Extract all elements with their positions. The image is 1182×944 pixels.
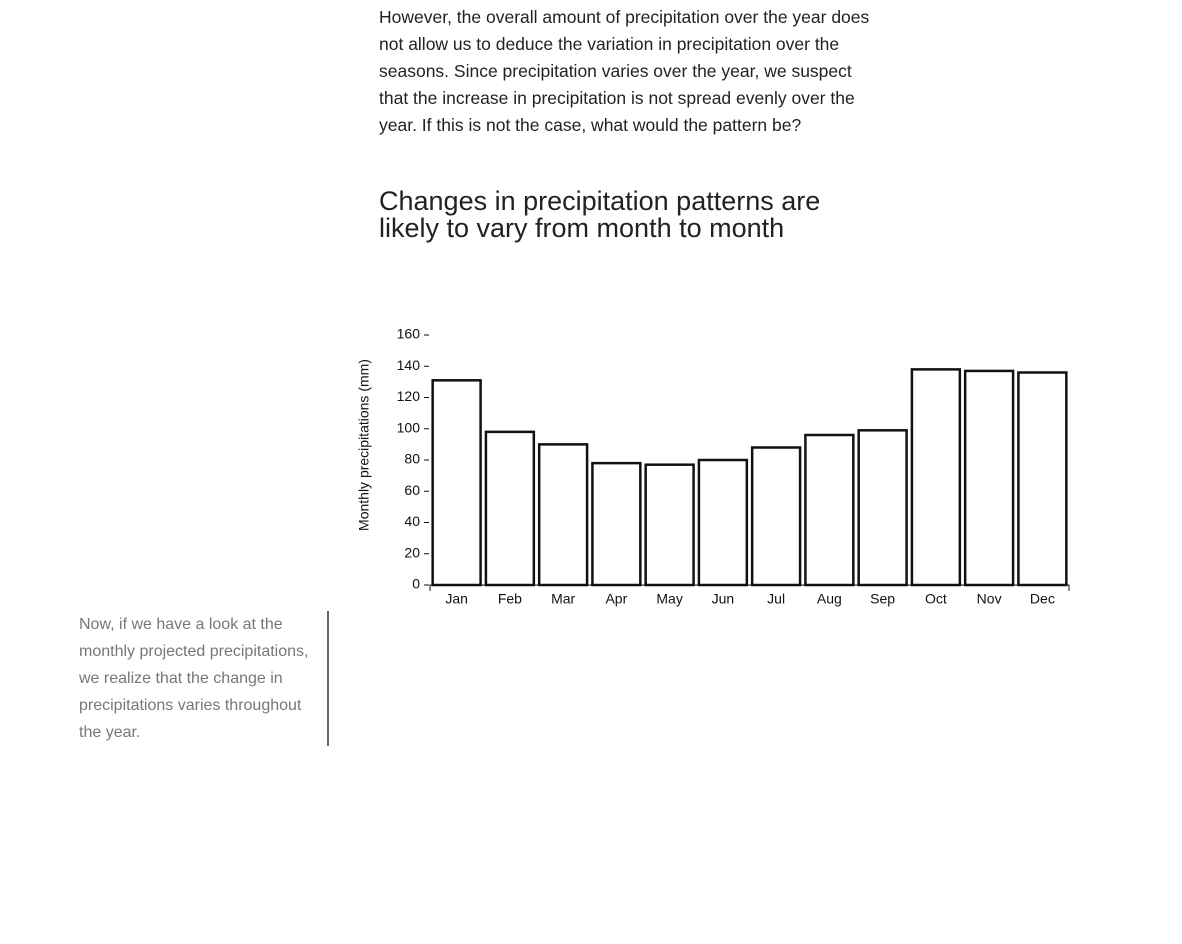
y-axis-label: Monthly precipitations (mm) [356, 359, 372, 531]
bar [484, 430, 536, 587]
x-tick-label: Oct [925, 591, 947, 607]
bar [1017, 371, 1068, 587]
bar [804, 433, 855, 587]
y-tick-label: 140 [397, 357, 421, 373]
x-tick-label: Dec [1030, 591, 1055, 607]
x-tick-label: Aug [817, 591, 842, 607]
bar [697, 458, 749, 587]
x-tick-label: Feb [498, 591, 522, 607]
x-tick-label: Nov [977, 591, 1002, 607]
bar [644, 463, 695, 587]
bar [910, 368, 962, 587]
bar [431, 379, 482, 587]
heading: Changes in precipitation patterns are li… [379, 186, 821, 243]
y-tick-label: 100 [397, 419, 421, 435]
bar [750, 446, 802, 587]
x-axis [429, 584, 1070, 591]
x-tick-label: Jan [445, 591, 468, 607]
y-tick-label: 80 [404, 451, 420, 467]
paragraph: However, the overall amount of precipita… [379, 7, 870, 135]
y-tick-label: 0 [412, 576, 420, 592]
x-tick-label: Sep [870, 591, 895, 607]
bar [591, 461, 642, 587]
y-tick-label: 40 [404, 513, 420, 529]
y-tick-label: 120 [397, 388, 421, 404]
bar [857, 429, 908, 587]
sidenote: Now, if we have a look at the monthly pr… [79, 611, 329, 746]
y-tick-label: 60 [404, 482, 420, 498]
bar [963, 369, 1015, 587]
bar [537, 443, 589, 587]
x-tick-label: Mar [551, 591, 575, 607]
y-tick-label: 160 [397, 326, 421, 342]
y-tick-label: 20 [404, 544, 420, 560]
x-tick-label: Jun [712, 591, 735, 607]
x-tick-label: May [656, 591, 682, 607]
x-tick-label: Jul [767, 591, 785, 607]
x-tick-label: Apr [605, 591, 627, 607]
